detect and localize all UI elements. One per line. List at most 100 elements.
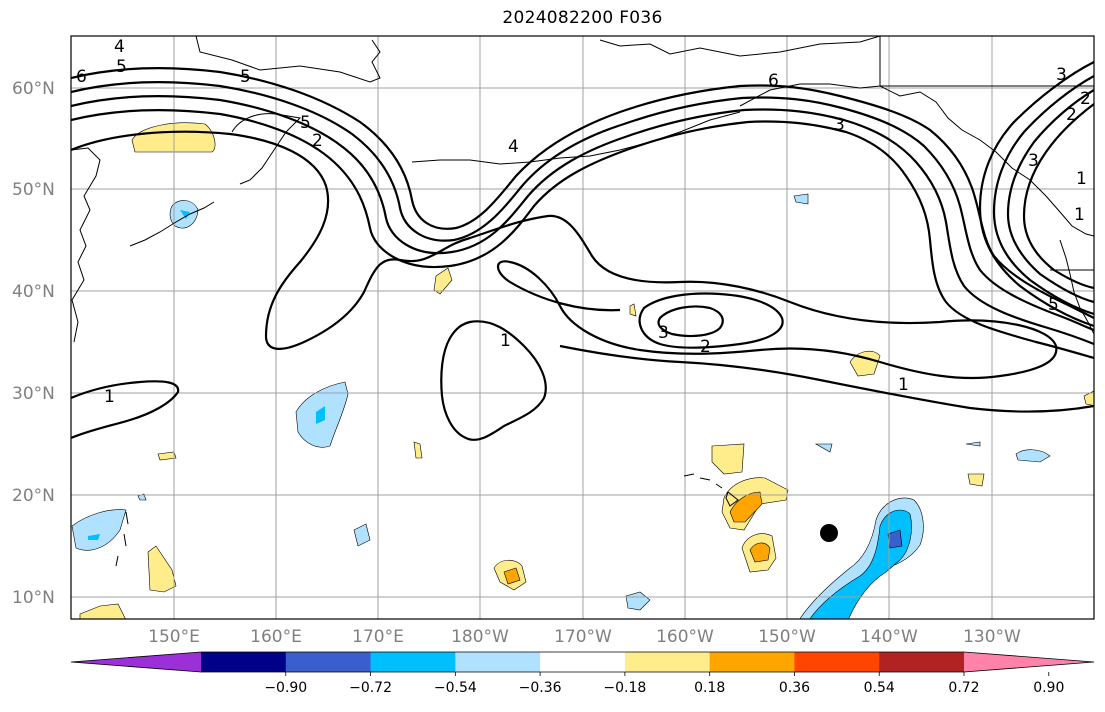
coastline-asia-east: [71, 147, 101, 343]
colorbar-extend-max: [964, 652, 1094, 672]
contour-lines: [71, 61, 1094, 441]
map-title: 2024082200 F036: [502, 8, 663, 28]
colorbar-segment: [201, 652, 287, 672]
lon-label: 140°W: [860, 627, 918, 647]
shade-region: [729, 491, 763, 523]
shade-region: [503, 567, 521, 585]
contour-line: [657, 305, 724, 338]
colorbar-tick-label: −0.90: [264, 680, 307, 696]
contour-label: 2: [1080, 89, 1091, 109]
lat-label: 50°N: [12, 180, 55, 200]
shade-region: [629, 303, 637, 317]
lon-label: 170°W: [554, 627, 612, 647]
shade-region: [316, 406, 325, 424]
colorbar-segment: [624, 652, 711, 672]
contour-label: 2: [700, 337, 711, 357]
coastline-siberia: [195, 36, 381, 83]
coastlines: [71, 36, 1094, 567]
contour-label: 1: [1076, 169, 1087, 189]
contour-label: 5: [240, 67, 251, 87]
contour-line: [71, 94, 1094, 346]
lon-label: 180°W: [451, 627, 509, 647]
latitude-labels: 60°N 50°N 40°N 30°N 20°N 10°N: [12, 79, 55, 608]
colorbar-tick-label: −0.54: [434, 680, 477, 696]
shade-region: [809, 509, 912, 619]
lon-label: 150°E: [148, 627, 200, 647]
shade-region: [180, 210, 190, 219]
colorbar-segment: [879, 652, 965, 672]
lon-label: 160°W: [656, 627, 714, 647]
contour-label: 5: [116, 57, 127, 77]
shade-region: [793, 193, 809, 205]
map-border: [70, 35, 1095, 620]
colorbar-segment: [370, 652, 456, 672]
contour-line: [440, 320, 547, 441]
shade-region: [967, 473, 985, 487]
shade-region: [749, 542, 771, 563]
contour-label: 3: [1056, 65, 1067, 85]
lon-label: 130°W: [963, 627, 1021, 647]
island-marianas: [115, 511, 129, 567]
graticule: [71, 36, 1094, 619]
lat-label: 20°N: [12, 486, 55, 506]
storm-center-marker: [820, 524, 838, 542]
colorbar-tick-label: 0.72: [948, 680, 979, 696]
shade-region: [79, 603, 126, 619]
contour-label: 1: [1074, 205, 1085, 225]
colorbar-segment: [285, 652, 372, 672]
colorbar-segment: [540, 652, 626, 672]
shade-region: [1015, 449, 1051, 463]
contour-line: [1006, 89, 1094, 304]
shade-region: [353, 523, 371, 547]
colorbar-outline: [70, 651, 1095, 673]
contour-line: [71, 80, 1094, 332]
colorbar-segment: [794, 652, 880, 672]
island-hawaii: [683, 473, 739, 507]
contour-label: 2: [1066, 105, 1077, 125]
contour-label: 1: [104, 387, 115, 407]
coastline-north-america: [1059, 239, 1094, 335]
shade-region: [413, 441, 423, 459]
colorbar-tick-label: −0.36: [519, 680, 562, 696]
contour-label-group: 4 5 6 5 5 2 4 3 3 2 1 1 3 2 1 1 5 2 3 1 …: [76, 37, 1091, 407]
contour-label: 3: [1028, 151, 1039, 171]
colorbar: −0.90 −0.72 −0.54 −0.36 −0.18 0.18 0.36 0.54 0.7…: [70, 651, 1095, 696]
contour-line: [992, 75, 1094, 316]
colorbar-segment: [455, 652, 541, 672]
shade-region: [814, 443, 833, 453]
shade-region: [71, 509, 127, 551]
contour-label: 2: [312, 131, 323, 151]
longitude-labels: 150°E 160°E 170°E 180°W 170°W 160°W 150°…: [148, 627, 1021, 647]
contour-line: [71, 130, 1058, 380]
colorbar-tick-label: −0.72: [349, 680, 392, 696]
contour-label: 5: [300, 113, 311, 133]
lon-label: 160°E: [250, 627, 302, 647]
contour-label: 4: [508, 137, 519, 157]
contour-line: [978, 61, 1094, 328]
colorbar-segment: [709, 652, 795, 672]
shade-region: [147, 545, 177, 593]
lon-label: 150°W: [758, 627, 816, 647]
contour-label: 3: [658, 323, 669, 343]
lat-label: 60°N: [12, 79, 55, 99]
contour-line: [71, 108, 1094, 360]
colorbar-tick-label: 0.18: [694, 680, 725, 696]
lat-label: 10°N: [12, 588, 55, 608]
shade-region: [849, 350, 881, 377]
contour-line: [71, 380, 180, 440]
colorbar-tick-label: 0.36: [779, 680, 810, 696]
shade-region: [433, 267, 453, 295]
shade-region: [1083, 390, 1094, 406]
island-chain-kurils: [129, 201, 215, 247]
contour-label: 1: [500, 331, 511, 351]
contour-label: 4: [114, 37, 125, 57]
lat-label: 30°N: [12, 384, 55, 404]
lon-label: 170°E: [352, 627, 404, 647]
contour-label: 6: [76, 67, 87, 87]
contour-label: 6: [768, 71, 779, 91]
coastline-alaska-north: [599, 36, 881, 57]
lat-label: 40°N: [12, 282, 55, 302]
contour-label: 5: [1048, 295, 1059, 315]
contour-label: 3: [834, 115, 845, 135]
colorbar-tick-label: 0.90: [1033, 680, 1064, 696]
